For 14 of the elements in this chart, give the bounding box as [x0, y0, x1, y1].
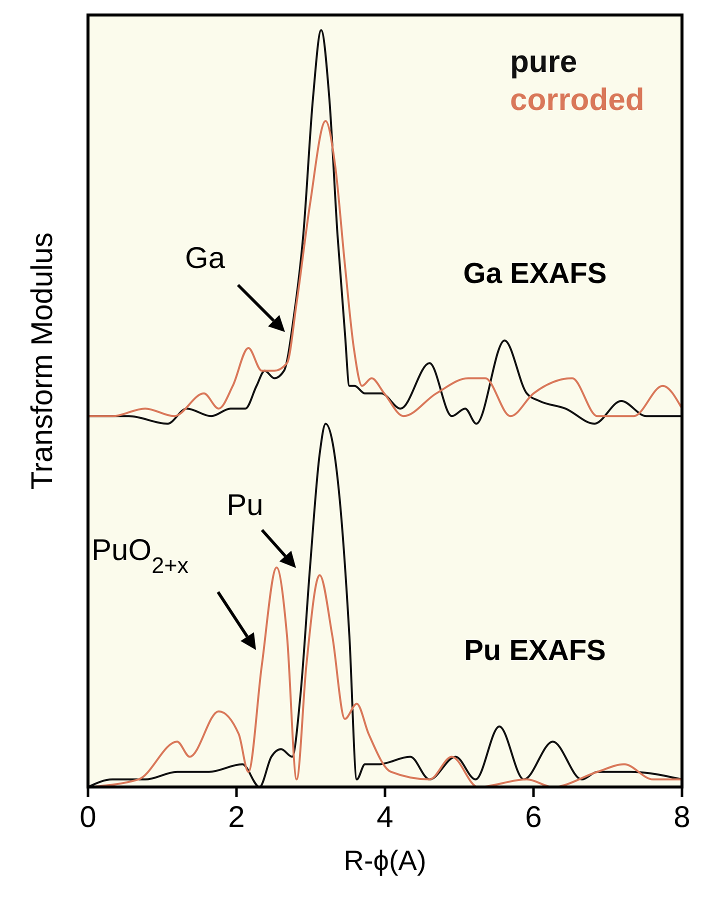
- annotation: Pu: [226, 489, 264, 522]
- x-tick-label: 6: [525, 801, 542, 834]
- annotation: Pu EXAFS: [464, 635, 606, 667]
- x-tick-label: 0: [80, 801, 96, 834]
- x-axis-title: R-ϕ(A): [344, 845, 426, 876]
- text: pure: [510, 44, 578, 79]
- annotation: PuO$_{2+x}$: [92, 534, 190, 578]
- x-tick-label: 4: [376, 801, 394, 834]
- annotation: Ga EXAFS: [463, 258, 607, 290]
- text: corroded: [510, 82, 644, 117]
- annotation: Ga: [184, 242, 226, 275]
- x-tick-label: 8: [674, 801, 690, 834]
- y-axis-title: Transform Modulus: [26, 232, 59, 490]
- x-tick-label: 2: [228, 801, 245, 834]
